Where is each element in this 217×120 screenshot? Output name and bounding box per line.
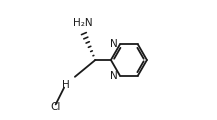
Text: H: H (62, 80, 69, 90)
Text: Cl: Cl (51, 102, 61, 112)
Text: H₂N: H₂N (73, 18, 92, 28)
Text: N: N (110, 71, 118, 81)
Text: N: N (110, 39, 118, 49)
